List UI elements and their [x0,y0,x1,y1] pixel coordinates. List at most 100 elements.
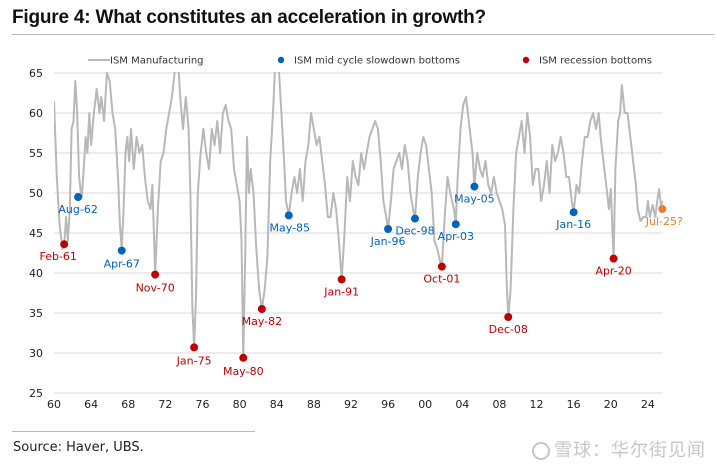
marker-label: May-05 [454,193,495,206]
x-tick-label: 08 [492,398,506,411]
legend: ISM Manufacturing ISM mid cycle slowdown … [88,56,652,67]
legend-item: ISM mid cycle slowdown bottoms [277,56,460,67]
x-tick-label: 12 [530,398,544,411]
marker-dot [190,343,199,352]
watermark-logo-icon [532,442,550,460]
marker-label: Jul-25? [645,215,683,228]
marker-label: Dec-08 [489,323,528,336]
marker-label: May-82 [242,315,283,328]
marker-oct-01: Oct-01 [423,262,460,286]
marker-feb-61: Feb-61 [39,240,77,263]
markers: Feb-61 Aug-62 Apr-67 Nov-70 Jan-75 May-80 May-… [39,182,683,378]
x-axis-ticks: 60 64 68 72 76 80 84 88 92 96 00 04 08 12 16 20 24 [47,398,655,411]
y-tick-label: 65 [29,67,43,80]
marker-dot [60,240,69,249]
marker-dot [437,262,446,271]
x-tick-label: 24 [641,398,655,411]
x-tick-label: 04 [455,398,469,411]
marker-dot [384,225,393,233]
marker-dot [609,254,618,263]
marker-dec-08: Dec-08 [489,313,528,336]
marker-label: Nov-70 [136,282,175,295]
x-tick-label: 96 [381,398,395,411]
marker-may-82: May-82 [242,305,283,328]
marker-may-80: May-80 [223,353,264,378]
watermark: 雪球：华尔街见闻 [532,436,706,462]
x-tick-label: 60 [47,398,61,411]
marker-jan-16: Jan-16 [555,208,591,231]
marker-apr-03: Apr-03 [438,220,474,243]
marker-jan-75: Jan-75 [176,343,212,367]
x-tick-label: 20 [604,398,618,411]
marker-apr-67: Apr-67 [104,246,140,271]
gridlines [54,72,663,394]
marker-dot [151,270,160,279]
marker-dec-98: Dec-98 [395,214,435,238]
marker-dot [658,205,667,213]
series-line [54,72,663,359]
chart: 25 30 35 40 45 50 55 60 65 60 64 68 72 76 80 84 88 92 96 0… [29,56,683,412]
legend-dot-icon [522,56,530,64]
marker-dot [337,275,346,284]
marker-label: Jan-96 [370,235,406,248]
x-tick-label: 84 [270,398,284,411]
marker-dot [470,182,479,191]
y-tick-label: 40 [29,267,43,280]
legend-item: ISM Manufacturing [88,56,204,67]
y-tick-label: 35 [29,307,43,320]
title-divider [12,34,714,35]
marker-dot [504,313,513,321]
y-tick-label: 55 [29,147,43,160]
marker-label: Jan-91 [323,285,359,298]
marker-jul-25: Jul-25? [645,205,683,228]
series-ism-manufacturing [54,72,663,359]
marker-jan-96: Jan-96 [370,225,406,248]
marker-dot [117,246,126,255]
x-tick-label: 80 [233,398,247,411]
y-tick-label: 50 [29,187,43,200]
y-axis-ticks: 25 30 35 40 45 50 55 60 65 [29,67,43,400]
x-tick-label: 16 [567,398,581,411]
y-tick-label: 60 [29,107,43,120]
x-tick-label: 88 [307,398,321,411]
y-tick-label: 45 [29,227,43,240]
marker-dot [284,211,293,220]
marker-dot [257,305,266,313]
legend-label: ISM Manufacturing [110,56,204,67]
legend-label: ISM mid cycle slowdown bottoms [294,56,460,67]
marker-apr-20: Apr-20 [595,254,632,278]
marker-may-85: May-85 [270,211,310,234]
marker-aug-62: Aug-62 [58,193,98,216]
x-tick-label: 68 [121,398,135,411]
legend-label: ISM recession bottoms [539,56,652,67]
marker-may-05: May-05 [454,182,495,206]
footer-divider [12,431,255,432]
source-note: Source: Haver, UBS. [13,440,144,455]
marker-dot [451,220,460,229]
marker-jan-91: Jan-91 [323,275,359,298]
marker-label: Apr-03 [438,230,474,243]
marker-label: Feb-61 [39,250,76,263]
x-tick-label: 64 [84,398,98,411]
y-tick-label: 30 [29,347,43,360]
marker-label: Aug-62 [58,203,97,216]
marker-label: Jan-75 [176,354,212,367]
x-tick-label: 92 [344,398,358,411]
y-tick-label: 25 [29,387,43,400]
legend-dot-icon [277,56,285,64]
marker-label: May-80 [223,365,264,378]
x-tick-label: 76 [195,398,209,411]
x-tick-label: 72 [158,398,172,411]
marker-dot [569,208,578,217]
marker-dot [239,353,248,362]
legend-item: ISM recession bottoms [522,56,652,67]
marker-nov-70: Nov-70 [136,270,175,295]
x-tick-label: 00 [418,398,432,411]
marker-label: Oct-01 [423,273,460,286]
marker-label: Apr-20 [595,265,631,278]
marker-label: Apr-67 [104,258,140,271]
marker-dot [74,193,83,201]
watermark-text: 雪球：华尔街见闻 [554,440,706,461]
marker-label: Dec-98 [395,225,434,238]
marker-dot [410,214,419,223]
